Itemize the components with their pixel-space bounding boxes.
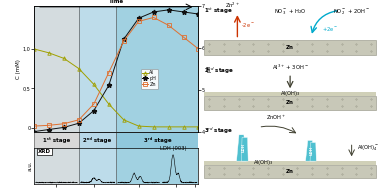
Bar (204, 40, 376, 55)
Text: Time: Time (108, 0, 124, 5)
Bar (79, 132, 116, 148)
Text: 2ⁿᵈ stage: 2ⁿᵈ stage (84, 137, 112, 143)
Bar (116, 148, 198, 184)
Bar (34, 148, 79, 184)
Text: -2e$^-$: -2e$^-$ (241, 21, 254, 29)
Bar (34, 6, 79, 132)
Polygon shape (305, 140, 314, 161)
Bar (204, 161, 376, 164)
Bar (79, 6, 116, 132)
Text: Al(OH)$_4^-$: Al(OH)$_4^-$ (357, 143, 378, 153)
Text: NO$_3^-$ + H$_2$O: NO$_3^-$ + H$_2$O (274, 8, 307, 17)
Legend: Al, pH, Zn: Al, pH, Zn (141, 69, 158, 89)
Bar (34, 132, 79, 148)
Bar (116, 132, 198, 148)
Y-axis label: a.u.: a.u. (28, 161, 33, 171)
Bar (204, 96, 376, 110)
Text: Al$^{3+}$ + 3OH$^-$: Al$^{3+}$ + 3OH$^-$ (272, 63, 308, 72)
Text: LDH: LDH (242, 143, 246, 152)
Text: 3$^{rd}$ stage: 3$^{rd}$ stage (204, 126, 233, 136)
Text: LDH: LDH (310, 146, 314, 155)
Bar (116, 6, 198, 132)
Text: Al(OH)$_3$: Al(OH)$_3$ (253, 158, 274, 167)
Text: ZnOH$^+$: ZnOH$^+$ (266, 113, 286, 122)
Y-axis label: C (mM): C (mM) (16, 59, 22, 79)
Text: Zn: Zn (286, 169, 294, 174)
Text: XRD: XRD (38, 149, 51, 154)
Polygon shape (242, 137, 248, 161)
Text: Zn: Zn (286, 45, 294, 50)
Text: 3ʳᵈ stage: 3ʳᵈ stage (144, 137, 171, 143)
Text: 1ˢᵗ stage: 1ˢᵗ stage (43, 137, 70, 143)
Text: Zn: Zn (286, 100, 294, 105)
Bar (204, 164, 376, 178)
Text: Zn$^{2+}$: Zn$^{2+}$ (225, 1, 240, 10)
Text: LDH (003): LDH (003) (160, 146, 186, 151)
Y-axis label: pH: pH (206, 65, 211, 72)
Text: +2e$^-$: +2e$^-$ (322, 25, 339, 33)
Polygon shape (237, 135, 246, 161)
Text: Al(OH)$_3$: Al(OH)$_3$ (280, 89, 301, 99)
Bar (204, 92, 376, 96)
Text: NO$_2^-$ + 2OH$^-$: NO$_2^-$ + 2OH$^-$ (333, 8, 370, 17)
Polygon shape (310, 143, 316, 161)
Text: 1$^{st}$ stage: 1$^{st}$ stage (204, 6, 232, 16)
Bar (79, 148, 116, 184)
Text: 2$^{nd}$ stage: 2$^{nd}$ stage (204, 66, 234, 76)
